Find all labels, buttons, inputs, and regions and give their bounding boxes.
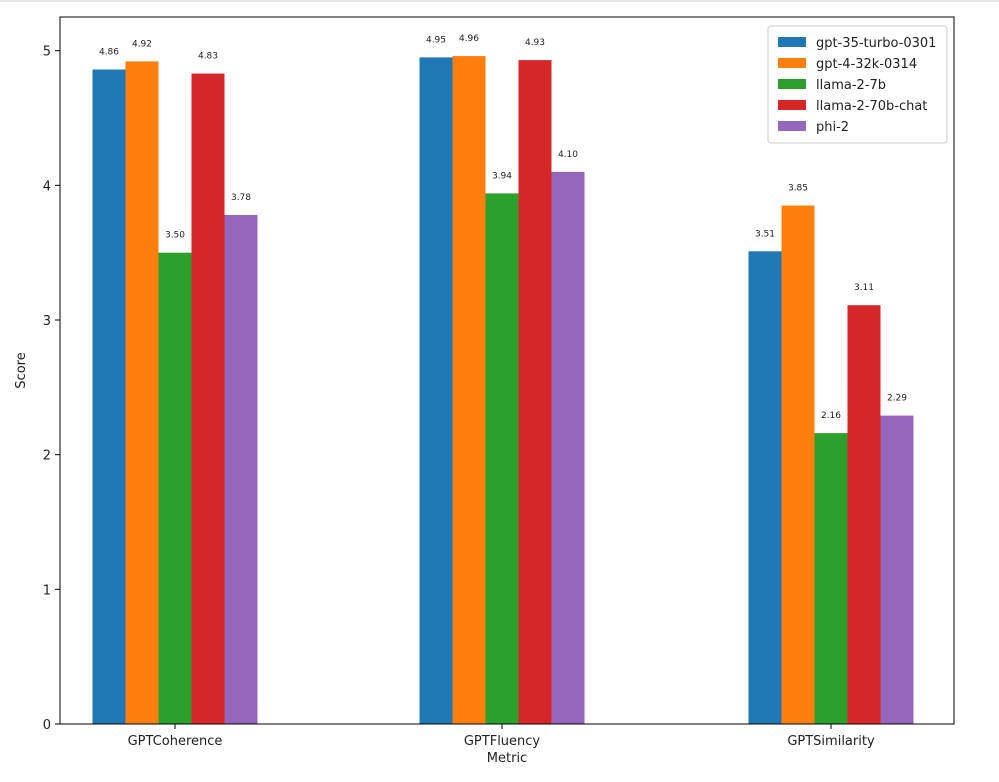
data-label: 3.11 — [854, 283, 874, 293]
legend-entry-label: phi-2 — [816, 120, 849, 135]
bar — [224, 214, 258, 724]
data-label: 3.94 — [492, 171, 512, 181]
legend-entry-label: llama-2-7b — [816, 78, 886, 93]
figure-top-border — [0, 0, 999, 2]
bar — [419, 57, 453, 724]
legend-entry-label: llama-2-70b-chat — [816, 99, 927, 114]
bars-layer — [92, 56, 914, 725]
bar — [92, 69, 126, 724]
legend-swatch — [778, 58, 806, 68]
data-label: 3.50 — [165, 231, 185, 241]
data-label: 2.16 — [821, 411, 841, 421]
data-label: 4.83 — [198, 52, 218, 62]
legend-swatch — [778, 100, 806, 110]
data-label: 3.78 — [231, 193, 251, 203]
bar — [191, 73, 225, 724]
bar — [551, 171, 585, 724]
x-axis-title: Metric — [487, 751, 527, 766]
data-label: 4.86 — [99, 48, 119, 58]
bar — [158, 252, 192, 724]
legend-entry-label: gpt-35-turbo-0301 — [816, 36, 936, 51]
y-tick-label: 4 — [43, 179, 51, 194]
data-label: 4.93 — [525, 38, 545, 48]
x-tick-label: GPTCoherence — [128, 734, 223, 749]
x-axis: GPTCoherence GPTFluency GPTSimilarity — [128, 724, 875, 749]
data-label: 4.96 — [459, 34, 479, 44]
legend-swatch — [778, 121, 806, 131]
data-label: 4.10 — [558, 150, 578, 160]
x-tick-label: GPTFluency — [464, 734, 541, 749]
data-label: 3.85 — [788, 184, 808, 194]
y-tick-label: 2 — [43, 449, 51, 464]
plot-frame — [59, 16, 955, 725]
legend-entry-label: gpt-4-32k-0314 — [816, 57, 917, 72]
legend-swatch — [778, 37, 806, 47]
data-label: 4.92 — [132, 39, 152, 49]
y-tick-label: 1 — [43, 583, 51, 598]
x-tick-label: GPTSimilarity — [787, 734, 875, 749]
bar — [781, 205, 815, 725]
legend-box — [767, 25, 948, 144]
bar — [748, 251, 782, 724]
bar — [814, 433, 848, 724]
y-tick-label: 0 — [43, 718, 51, 733]
bar — [847, 305, 881, 724]
y-tick-label: 5 — [43, 45, 51, 60]
bar — [518, 60, 552, 725]
bar — [485, 193, 519, 724]
data-label: 4.95 — [426, 35, 446, 45]
value-labels-layer: 4.86 4.92 3.50 4.83 3.78 4.95 4.96 3.94 4.93 4.10… — [99, 34, 907, 421]
legend: gpt-35-turbo-0301 gpt-4-32k-0314 llama-2-7… — [767, 25, 948, 144]
data-label: 2.29 — [887, 394, 907, 404]
legend-swatch — [778, 79, 806, 89]
y-axis-title: Score — [14, 352, 29, 388]
bar — [880, 415, 914, 724]
bar — [452, 56, 486, 724]
data-label: 3.51 — [755, 229, 775, 239]
y-tick-label: 3 — [43, 314, 51, 329]
y-axis: 0 1 2 3 4 5 — [43, 45, 60, 733]
bar — [125, 61, 159, 724]
